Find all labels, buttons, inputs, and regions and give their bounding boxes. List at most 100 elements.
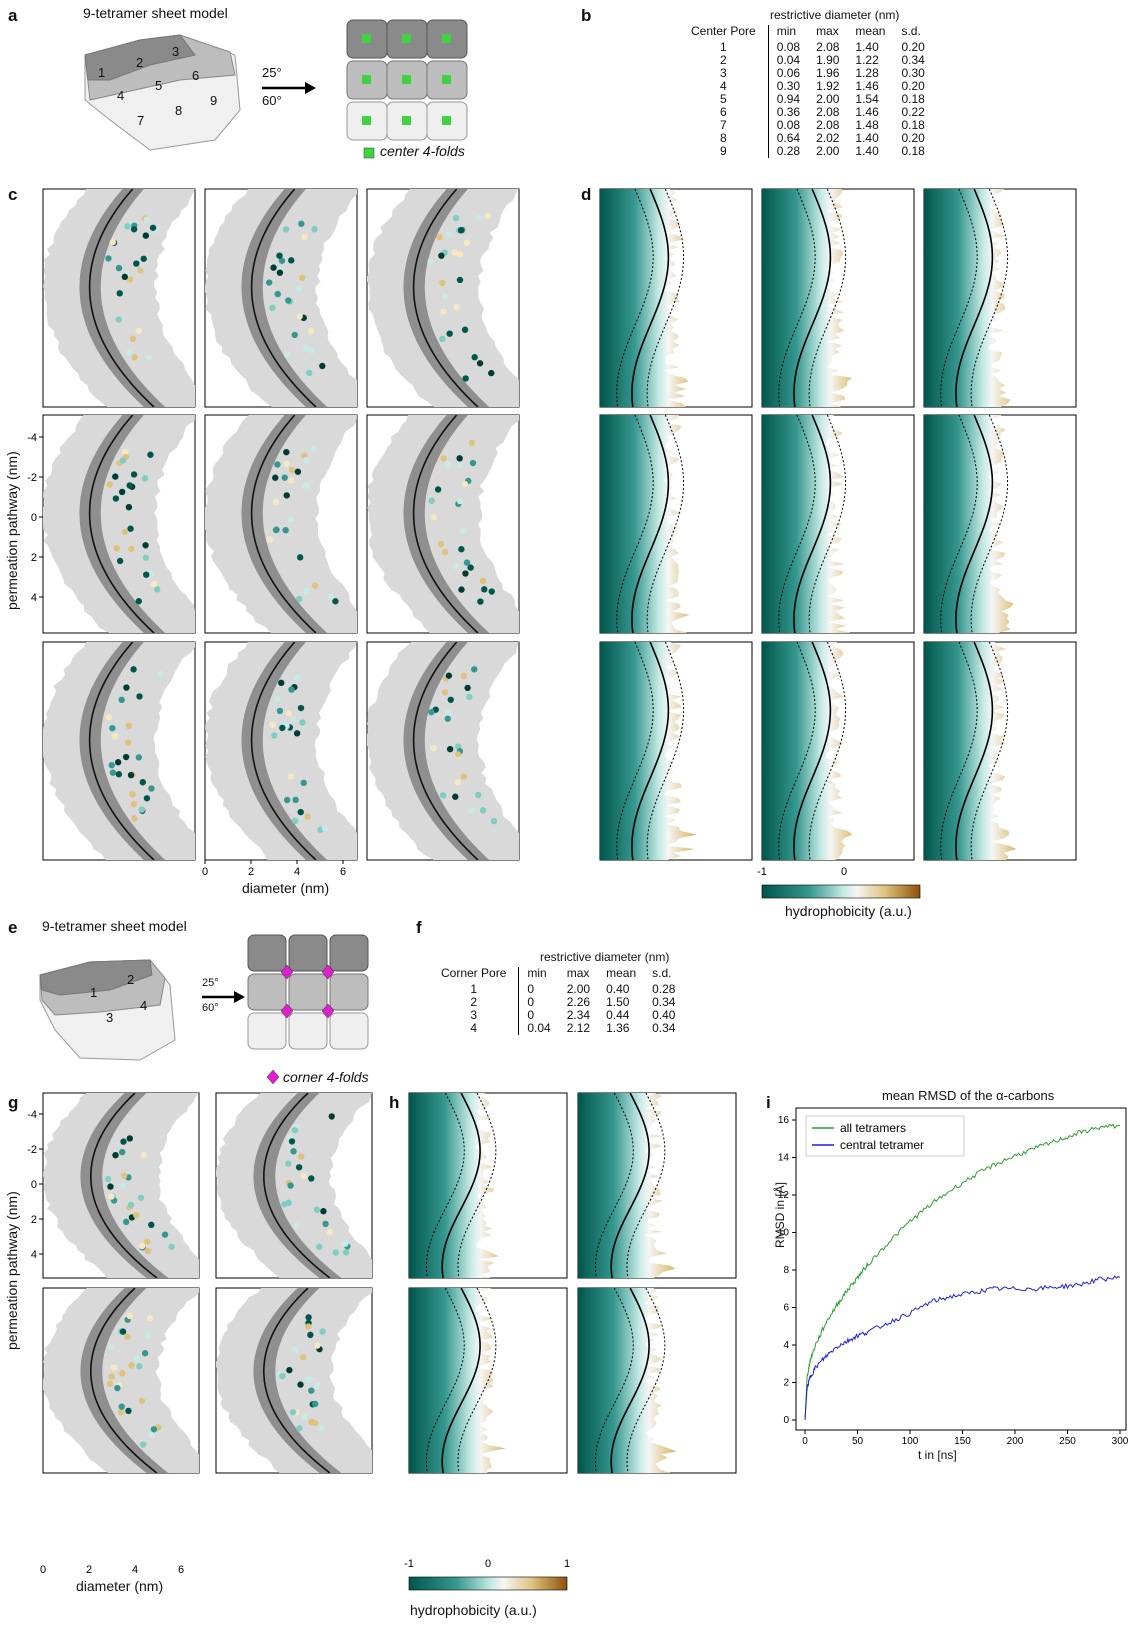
table-cell: 1.96 bbox=[816, 66, 840, 80]
table-header-row: Corner Pore min max mean s.d. bbox=[433, 967, 683, 983]
table-cell: 0.08 bbox=[776, 40, 801, 54]
residue-point bbox=[320, 1208, 327, 1215]
table-cell: 2.34 bbox=[566, 1008, 591, 1022]
hydrophobicity-panel bbox=[923, 414, 1077, 634]
residue-point bbox=[294, 468, 302, 475]
residue-point bbox=[310, 445, 317, 452]
c-ytick: -4 bbox=[27, 432, 37, 444]
pore-number-label: 8 bbox=[175, 103, 183, 118]
diameter-panel bbox=[215, 1287, 373, 1474]
corner-4-folds-legend: corner 4-folds bbox=[283, 1069, 369, 1085]
residue-point bbox=[466, 693, 473, 701]
table-cell: 2.02 bbox=[816, 131, 840, 145]
chart-ytick: 0 bbox=[783, 1415, 789, 1426]
panel-label-i: i bbox=[766, 1093, 771, 1112]
residue-point bbox=[126, 1135, 134, 1142]
residue-point bbox=[479, 807, 487, 814]
table-cell: 2.08 bbox=[816, 105, 840, 119]
residue-point bbox=[148, 785, 155, 792]
d-xtick: 0 bbox=[841, 866, 847, 878]
residue-point bbox=[116, 557, 124, 565]
residue-point bbox=[288, 1138, 296, 1145]
residue-point bbox=[471, 666, 478, 673]
hydrophobicity-panel bbox=[577, 1092, 737, 1279]
residue-point bbox=[157, 670, 164, 678]
residue-point bbox=[276, 252, 283, 259]
residue-point bbox=[316, 1243, 323, 1251]
residue-point bbox=[312, 582, 319, 589]
residue-point bbox=[308, 1418, 315, 1426]
table-cell: 2.08 bbox=[816, 118, 840, 132]
residue-point bbox=[293, 1222, 300, 1229]
table-cell: 8 bbox=[683, 132, 769, 145]
residue-point bbox=[458, 546, 465, 553]
residue-point bbox=[119, 1328, 127, 1335]
residue-point bbox=[460, 672, 468, 680]
residue-point bbox=[305, 1323, 312, 1330]
residue-point bbox=[140, 255, 147, 262]
residue-point bbox=[119, 1182, 127, 1189]
table-cell: 2.00 bbox=[816, 144, 840, 158]
residue-point bbox=[265, 279, 273, 286]
table-cell: 0.94 bbox=[776, 92, 801, 106]
residue-point bbox=[322, 1220, 329, 1228]
table-cell: 2 bbox=[683, 54, 769, 67]
residue-point bbox=[436, 233, 443, 241]
residue-point bbox=[302, 345, 310, 352]
residue-point bbox=[141, 1350, 149, 1357]
residue-point bbox=[130, 666, 137, 673]
table-cell: 0.04 bbox=[527, 1021, 551, 1035]
chart-legend bbox=[805, 1115, 965, 1157]
diameter-panel bbox=[366, 641, 520, 861]
chart-xtick: 100 bbox=[902, 1436, 919, 1447]
table-cell: 0.18 bbox=[901, 144, 925, 158]
residue-point bbox=[119, 457, 127, 464]
residue-point bbox=[440, 308, 447, 315]
residue-point bbox=[142, 554, 150, 561]
residue-point bbox=[288, 686, 295, 693]
pore-number-label: 2 bbox=[136, 55, 144, 70]
residue-point bbox=[150, 1426, 158, 1433]
residue-point bbox=[126, 276, 134, 283]
residue-point bbox=[115, 771, 123, 778]
residue-point bbox=[139, 1441, 147, 1448]
residue-point bbox=[129, 791, 136, 798]
panel-label-b: b bbox=[581, 6, 592, 25]
residue-point bbox=[118, 488, 126, 496]
residue-point bbox=[468, 439, 476, 447]
residue-point bbox=[291, 1346, 298, 1353]
residue-point bbox=[118, 1403, 125, 1410]
residue-point bbox=[131, 354, 138, 361]
h-colorbar-label: hydrophobicity (a.u.) bbox=[410, 1602, 537, 1618]
residue-point bbox=[428, 497, 435, 504]
residue-point bbox=[326, 1228, 333, 1235]
residue-point bbox=[306, 369, 313, 377]
residue-point bbox=[456, 276, 464, 284]
residue-point bbox=[456, 455, 463, 462]
residue-point bbox=[130, 226, 138, 233]
residue-point bbox=[454, 751, 462, 758]
c-xtick: 4 bbox=[294, 866, 300, 878]
residue-point bbox=[282, 526, 289, 534]
residue-point bbox=[150, 580, 158, 588]
residue-point bbox=[307, 1331, 314, 1339]
residue-point bbox=[297, 704, 305, 712]
residue-point bbox=[439, 335, 446, 343]
residue-point bbox=[292, 796, 299, 804]
residue-point bbox=[282, 226, 290, 233]
residue-point bbox=[461, 480, 469, 488]
residue-point bbox=[115, 316, 122, 323]
residue-point bbox=[154, 586, 161, 593]
residue-point bbox=[477, 598, 484, 605]
residue-point bbox=[461, 326, 469, 333]
residue-point bbox=[147, 451, 154, 458]
d-colorbar bbox=[761, 884, 921, 899]
chart-ytick: 14 bbox=[778, 1153, 790, 1164]
residue-point bbox=[168, 1243, 175, 1251]
residue-point bbox=[114, 1384, 121, 1392]
chart-xtick: 150 bbox=[954, 1436, 971, 1447]
residue-point bbox=[138, 1242, 146, 1250]
table-cell: 7 bbox=[683, 119, 769, 132]
residue-point bbox=[115, 264, 123, 272]
residue-point bbox=[459, 527, 467, 535]
